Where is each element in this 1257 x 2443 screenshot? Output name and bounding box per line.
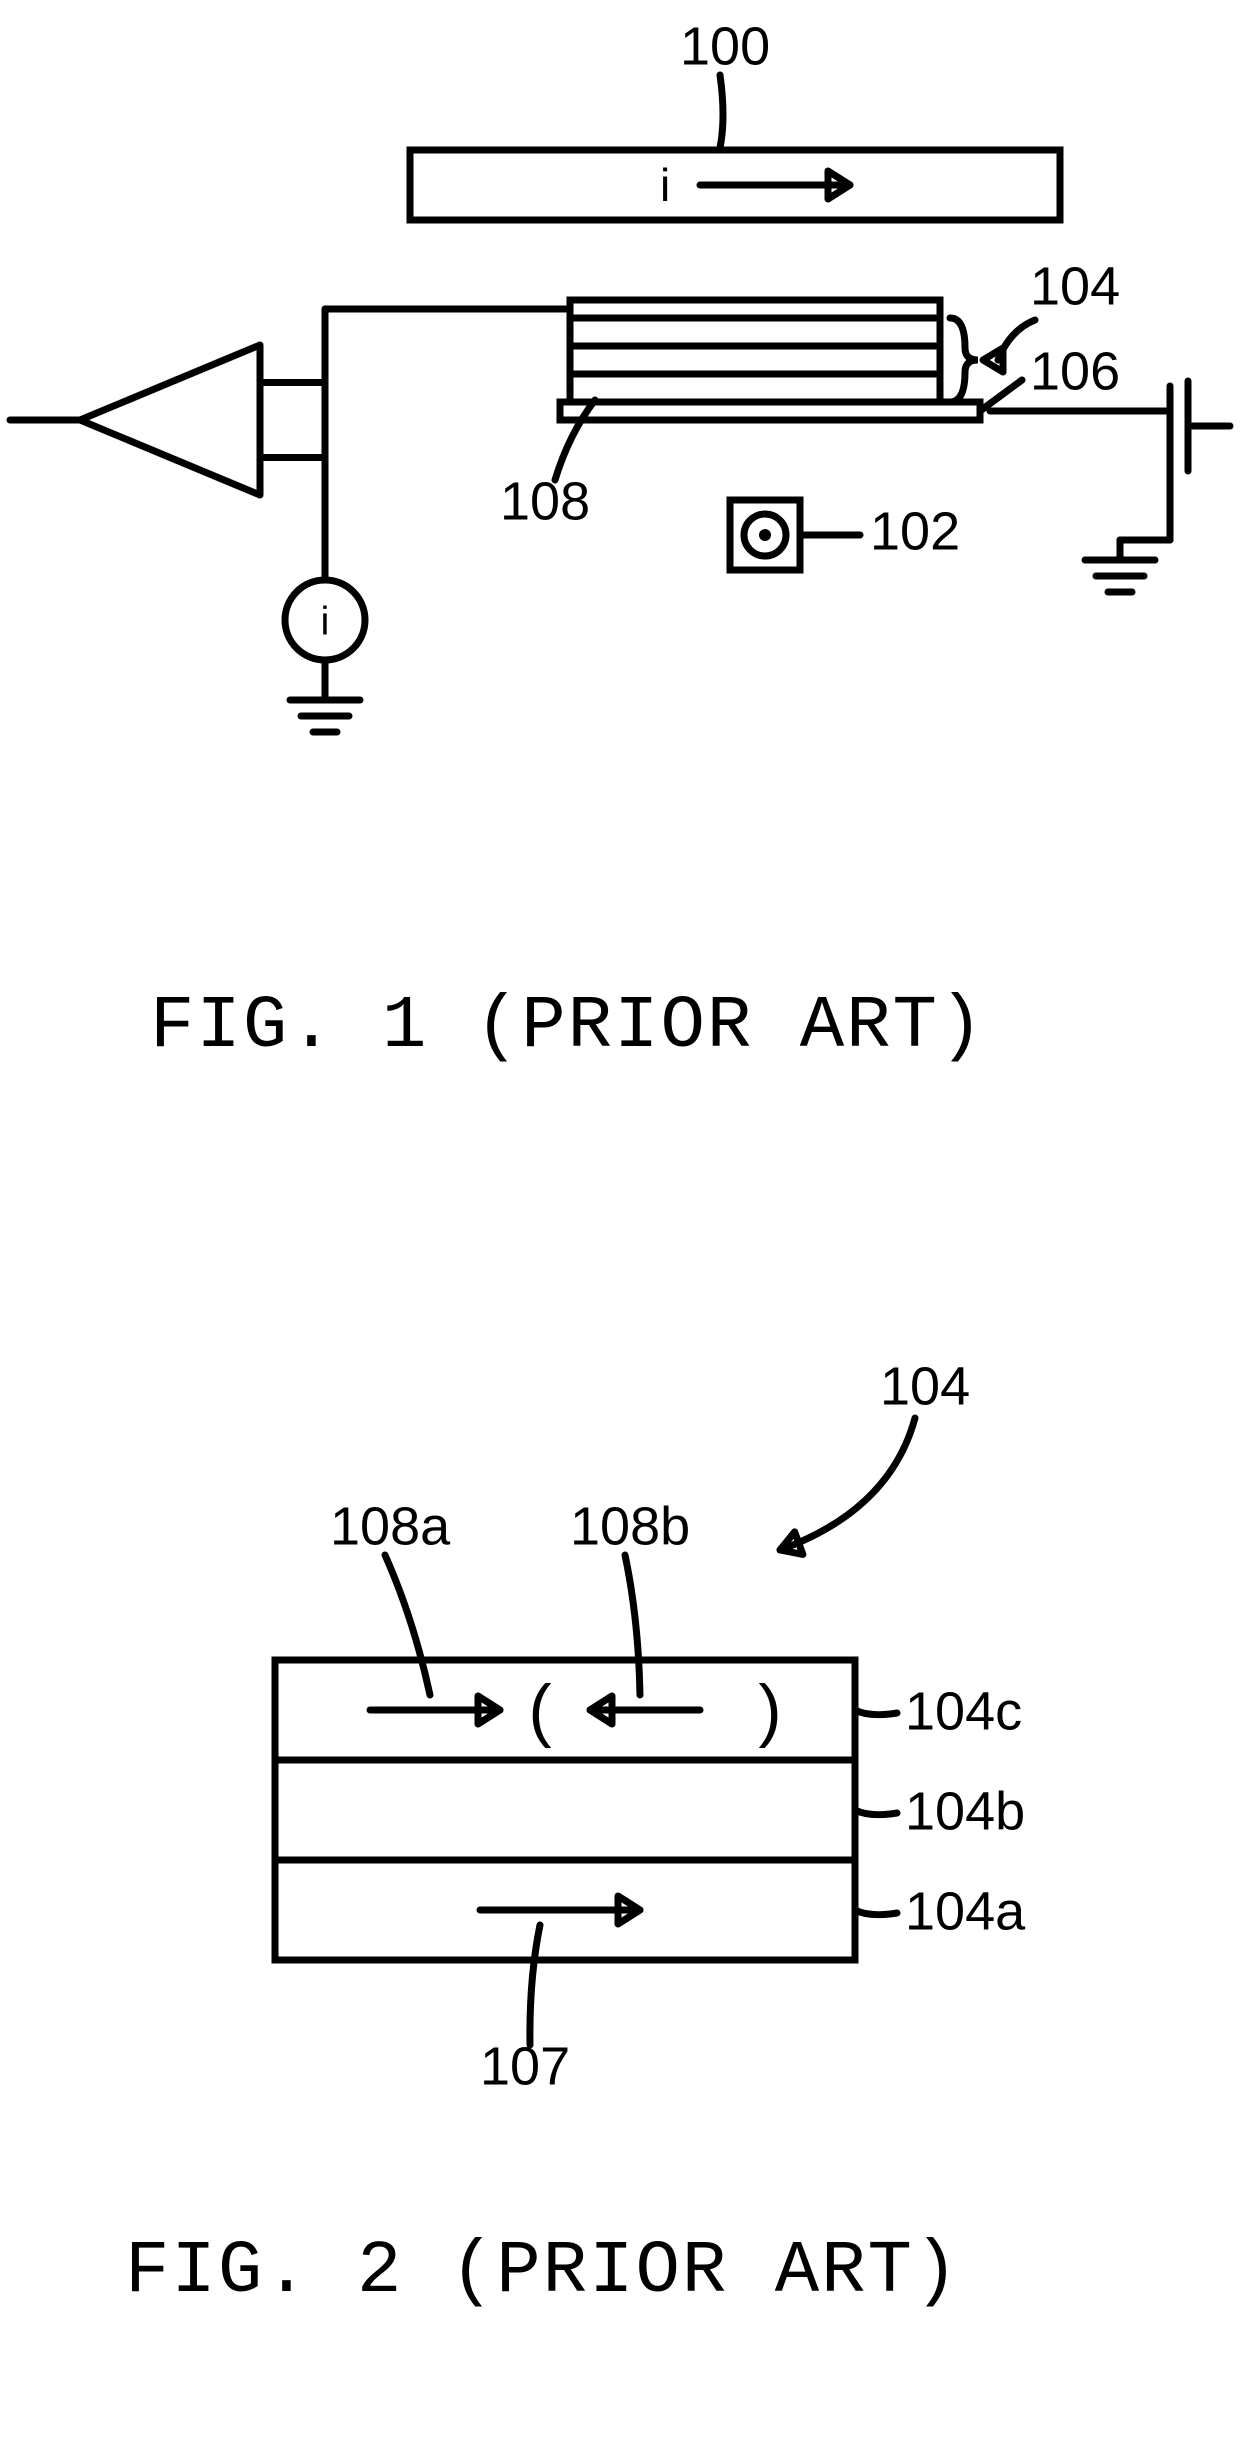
fig2-caption: FIG. 2 (PRIOR ART) (125, 2230, 960, 2314)
svg-text:104c: 104c (905, 1681, 1022, 1741)
svg-text:): ) (758, 1670, 781, 1748)
fig1-caption: FIG. 1 (PRIOR ART) (150, 985, 985, 1069)
svg-text:108: 108 (500, 471, 590, 531)
svg-text:104a: 104a (905, 1881, 1026, 1941)
svg-text:i: i (660, 159, 670, 211)
svg-text:107: 107 (480, 2036, 570, 2096)
fig2-diagram: 104c 104b 104a 104 108a 108b () 107 (0, 1300, 1257, 2200)
svg-text:104: 104 (1030, 256, 1120, 316)
svg-text:i: i (321, 600, 330, 644)
svg-text:108b: 108b (570, 1496, 690, 1556)
fig1-diagram: i 100 104 106 108 102 i (0, 0, 1257, 900)
svg-text:(: ( (528, 1670, 551, 1748)
svg-text:104b: 104b (905, 1781, 1025, 1841)
svg-text:108a: 108a (330, 1496, 451, 1556)
svg-text:106: 106 (1030, 341, 1120, 401)
svg-text:102: 102 (870, 501, 960, 561)
svg-text:104: 104 (880, 1356, 970, 1416)
svg-text:100: 100 (680, 16, 770, 76)
